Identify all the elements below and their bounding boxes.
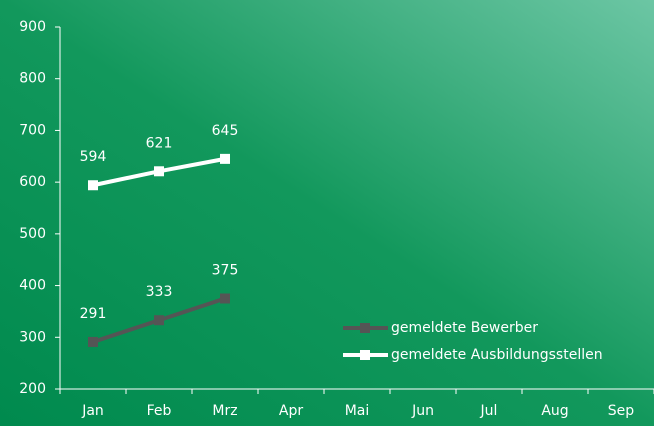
x-tick-label: Aug [541,403,568,419]
point-marker [88,336,98,347]
point-marker [154,315,164,326]
x-tick-label: Mrz [212,403,237,419]
data-label: 333 [146,284,173,300]
x-tick-label: Jan [81,403,104,419]
x-tick-label: Mai [345,403,370,419]
point-marker [220,293,230,304]
legend-marker [360,350,370,360]
data-label: 645 [212,123,239,139]
legend-label: gemeldete Ausbildungsstellen [391,347,603,363]
y-tick-label: 400 [19,278,46,294]
x-tick-label: Sep [608,403,635,419]
y-tick-label: 600 [19,174,46,190]
data-label: 594 [80,149,107,165]
data-label: 291 [80,306,107,322]
y-tick-label: 800 [19,71,46,87]
y-tick-label: 200 [19,381,46,397]
data-label: 621 [146,135,173,151]
y-tick-label: 700 [19,122,46,138]
x-tick-label: Jul [480,403,498,419]
point-marker [220,153,230,164]
y-tick-label: 500 [19,226,46,242]
legend-label: gemeldete Bewerber [391,320,538,336]
legend-marker [360,323,370,333]
point-marker [88,180,98,191]
point-marker [154,166,164,177]
y-tick-label: 300 [19,329,46,345]
y-tick-label: 900 [19,19,46,35]
x-tick-label: Jun [411,403,434,419]
x-tick-label: Apr [279,403,303,419]
x-tick-label: Feb [147,403,172,419]
data-label: 375 [212,263,239,279]
